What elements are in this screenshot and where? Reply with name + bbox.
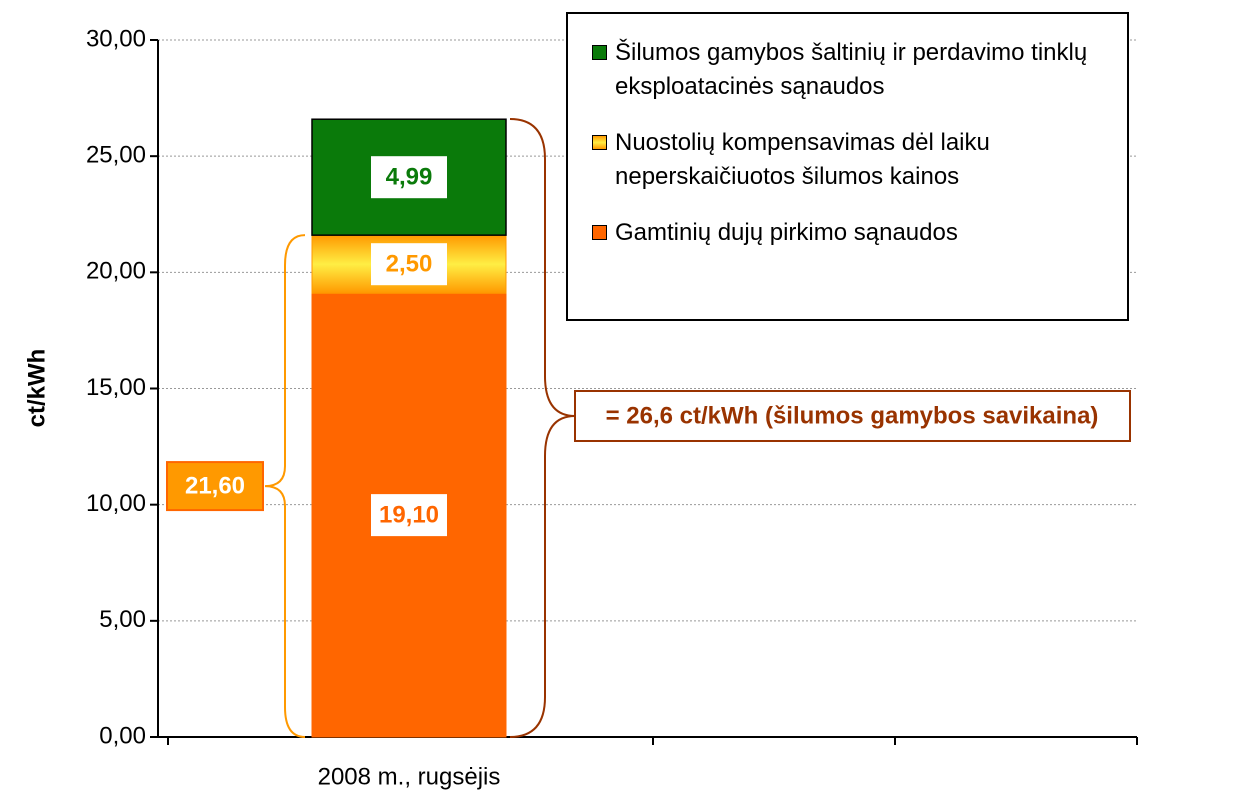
y-axis-label: ct/kWh: [23, 349, 50, 428]
value-label: 2,50: [386, 251, 433, 278]
value-label-box: [371, 494, 447, 537]
y-tick-label: 10,00: [86, 490, 146, 517]
legend-item: Nuostolių kompensavimas dėl laiku nepers…: [592, 126, 1117, 194]
value-label-box: [371, 243, 447, 286]
legend-label: Gamtinių dujų pirkimo sąnaudos: [615, 219, 958, 246]
value-label: 4,99: [386, 164, 433, 191]
legend-label: Nuostolių kompensavimas dėl laiku nepers…: [615, 129, 990, 190]
legend-swatch: [592, 45, 607, 60]
bracket: [264, 234, 306, 738]
annotation-box: [574, 389, 1131, 442]
legend: Šilumos gamybos šaltinių ir perdavimo ti…: [566, 12, 1129, 321]
y-tick-label: 15,00: [86, 374, 146, 401]
annotation-box: [166, 461, 264, 512]
annotation: = 26,6 ct/kWh (šilumos gamybos savikaina…: [606, 402, 1099, 429]
legend-label: Šilumos gamybos šaltinių ir perdavimo ti…: [615, 39, 1088, 100]
legend-swatch: [592, 135, 607, 150]
value-label-box: [371, 156, 447, 199]
value-label: 19,10: [379, 501, 439, 528]
y-tick-label: 0,00: [99, 722, 146, 749]
legend-item: Gamtinių dujų pirkimo sąnaudos: [592, 216, 1117, 250]
y-tick-label: 25,00: [86, 142, 146, 169]
x-tick-label: 2008 m., rugsėjis: [318, 763, 501, 790]
y-tick-label: 20,00: [86, 258, 146, 285]
y-tick-label: 5,00: [99, 606, 146, 633]
legend-item: Šilumos gamybos šaltinių ir perdavimo ti…: [592, 36, 1117, 104]
legend-swatch: [592, 225, 607, 240]
y-tick-label: 30,00: [86, 25, 146, 52]
annotation: 21,60: [185, 472, 245, 499]
